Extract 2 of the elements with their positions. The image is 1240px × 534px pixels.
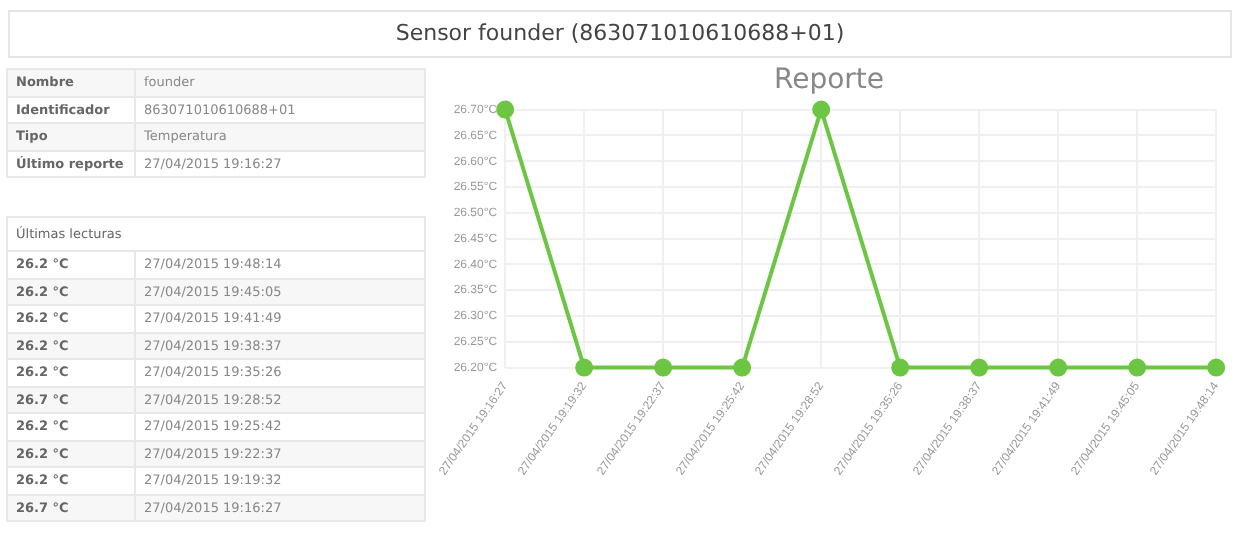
- chart-title: Reporte: [773, 64, 885, 97]
- text: Sensor founder (863071010610688+01): [8, 10, 1232, 58]
